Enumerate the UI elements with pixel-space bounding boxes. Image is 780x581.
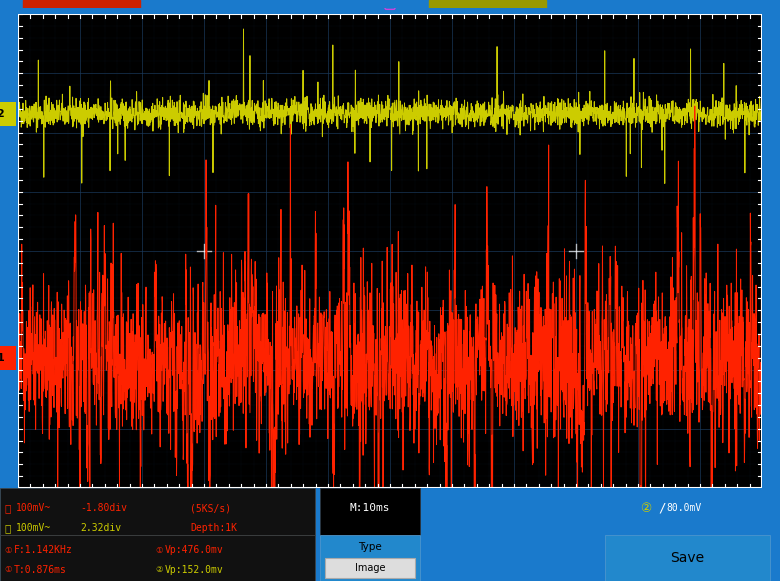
Bar	[325, 558, 415, 578]
Text: Vp:152.0mv: Vp:152.0mv	[165, 565, 224, 575]
Text: 100mV~: 100mV~	[16, 523, 51, 533]
Bar	[23, 0, 140, 8]
Bar	[429, 0, 546, 8]
Text: ②: ②	[155, 565, 162, 575]
Text: 2: 2	[0, 109, 4, 119]
Text: /: /	[658, 502, 665, 515]
Text: Type: Type	[358, 541, 382, 551]
Bar	[0, 535, 315, 581]
Bar	[0, 488, 315, 535]
Text: F:1.142KHz: F:1.142KHz	[14, 546, 73, 555]
Bar	[320, 535, 420, 581]
Text: 1: 1	[0, 353, 4, 363]
Text: Vp:476.0mv: Vp:476.0mv	[165, 546, 224, 555]
Text: M:10ms: M:10ms	[349, 504, 390, 514]
Text: 80.0mV: 80.0mV	[666, 504, 701, 514]
Text: T:0.876ms: T:0.876ms	[14, 565, 67, 575]
Text: ①: ①	[4, 504, 10, 514]
Text: Image: Image	[355, 563, 385, 573]
Text: 100mV~: 100mV~	[16, 504, 51, 514]
Text: Depth:1K: Depth:1K	[190, 523, 237, 533]
Bar	[605, 535, 770, 581]
Text: ①: ①	[4, 546, 12, 555]
Text: ②: ②	[4, 523, 10, 533]
Text: U: U	[386, 0, 394, 8]
Text: Save: Save	[671, 551, 704, 565]
Text: (5KS/s): (5KS/s)	[190, 504, 231, 514]
Bar	[320, 488, 420, 535]
Text: 2.32div: 2.32div	[80, 523, 121, 533]
Text: -1.80div: -1.80div	[80, 504, 127, 514]
Text: ①: ①	[4, 565, 12, 575]
Text: ②: ②	[640, 502, 651, 515]
Text: ①: ①	[155, 546, 162, 555]
